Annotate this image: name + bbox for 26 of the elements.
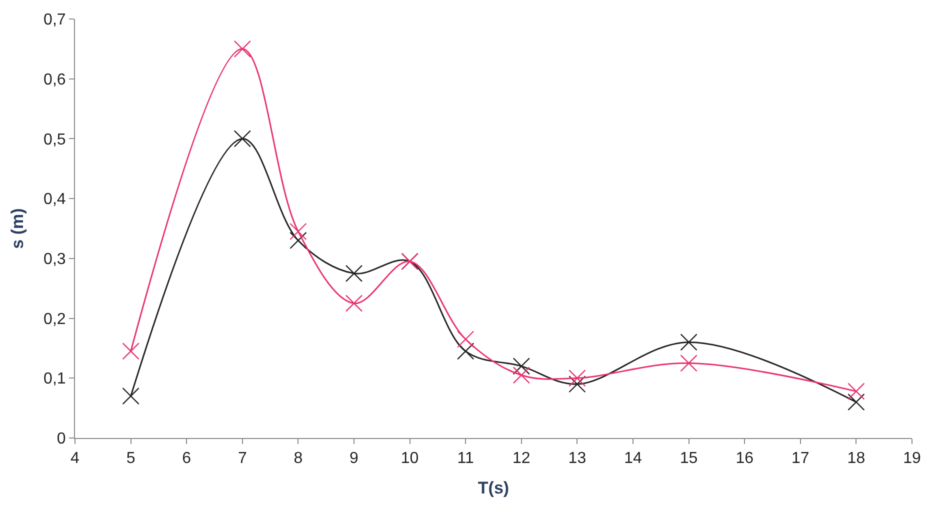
x-tick-label: 6 bbox=[182, 450, 192, 468]
y-tick-label: 0,1 bbox=[44, 370, 66, 388]
y-tick-label: 0,7 bbox=[44, 12, 66, 29]
x-tick-label: 19 bbox=[903, 450, 921, 468]
x-tick-label: 17 bbox=[792, 450, 810, 468]
x-tick-label: 18 bbox=[847, 450, 866, 468]
x-tick-label: 14 bbox=[624, 450, 642, 468]
y-tick-label: 0,2 bbox=[44, 310, 66, 328]
y-axis-title: s (m) bbox=[8, 208, 28, 249]
y-tick-label: 0,4 bbox=[44, 191, 66, 208]
x-tick-label: 13 bbox=[568, 450, 586, 468]
y-tick-label: 0,5 bbox=[44, 131, 66, 148]
x-tick-label: 7 bbox=[238, 450, 247, 468]
x-tick-label: 5 bbox=[126, 450, 136, 468]
x-tick-label: 16 bbox=[736, 450, 754, 468]
x-tick-label: 8 bbox=[294, 450, 303, 468]
y-tick-label: 0,6 bbox=[44, 71, 66, 88]
x-tick-label: 4 bbox=[70, 450, 80, 468]
x-axis-title: T(s) bbox=[478, 478, 510, 498]
x-tick-label: 12 bbox=[512, 450, 530, 468]
y-tick-label: 0 bbox=[56, 430, 66, 448]
x-tick-label: 11 bbox=[457, 450, 474, 468]
y-tick-label: 0,3 bbox=[44, 251, 66, 268]
x-tick-label: 9 bbox=[350, 450, 359, 468]
x-tick-label: 10 bbox=[400, 450, 419, 468]
x-tick-label: 15 bbox=[680, 450, 698, 468]
